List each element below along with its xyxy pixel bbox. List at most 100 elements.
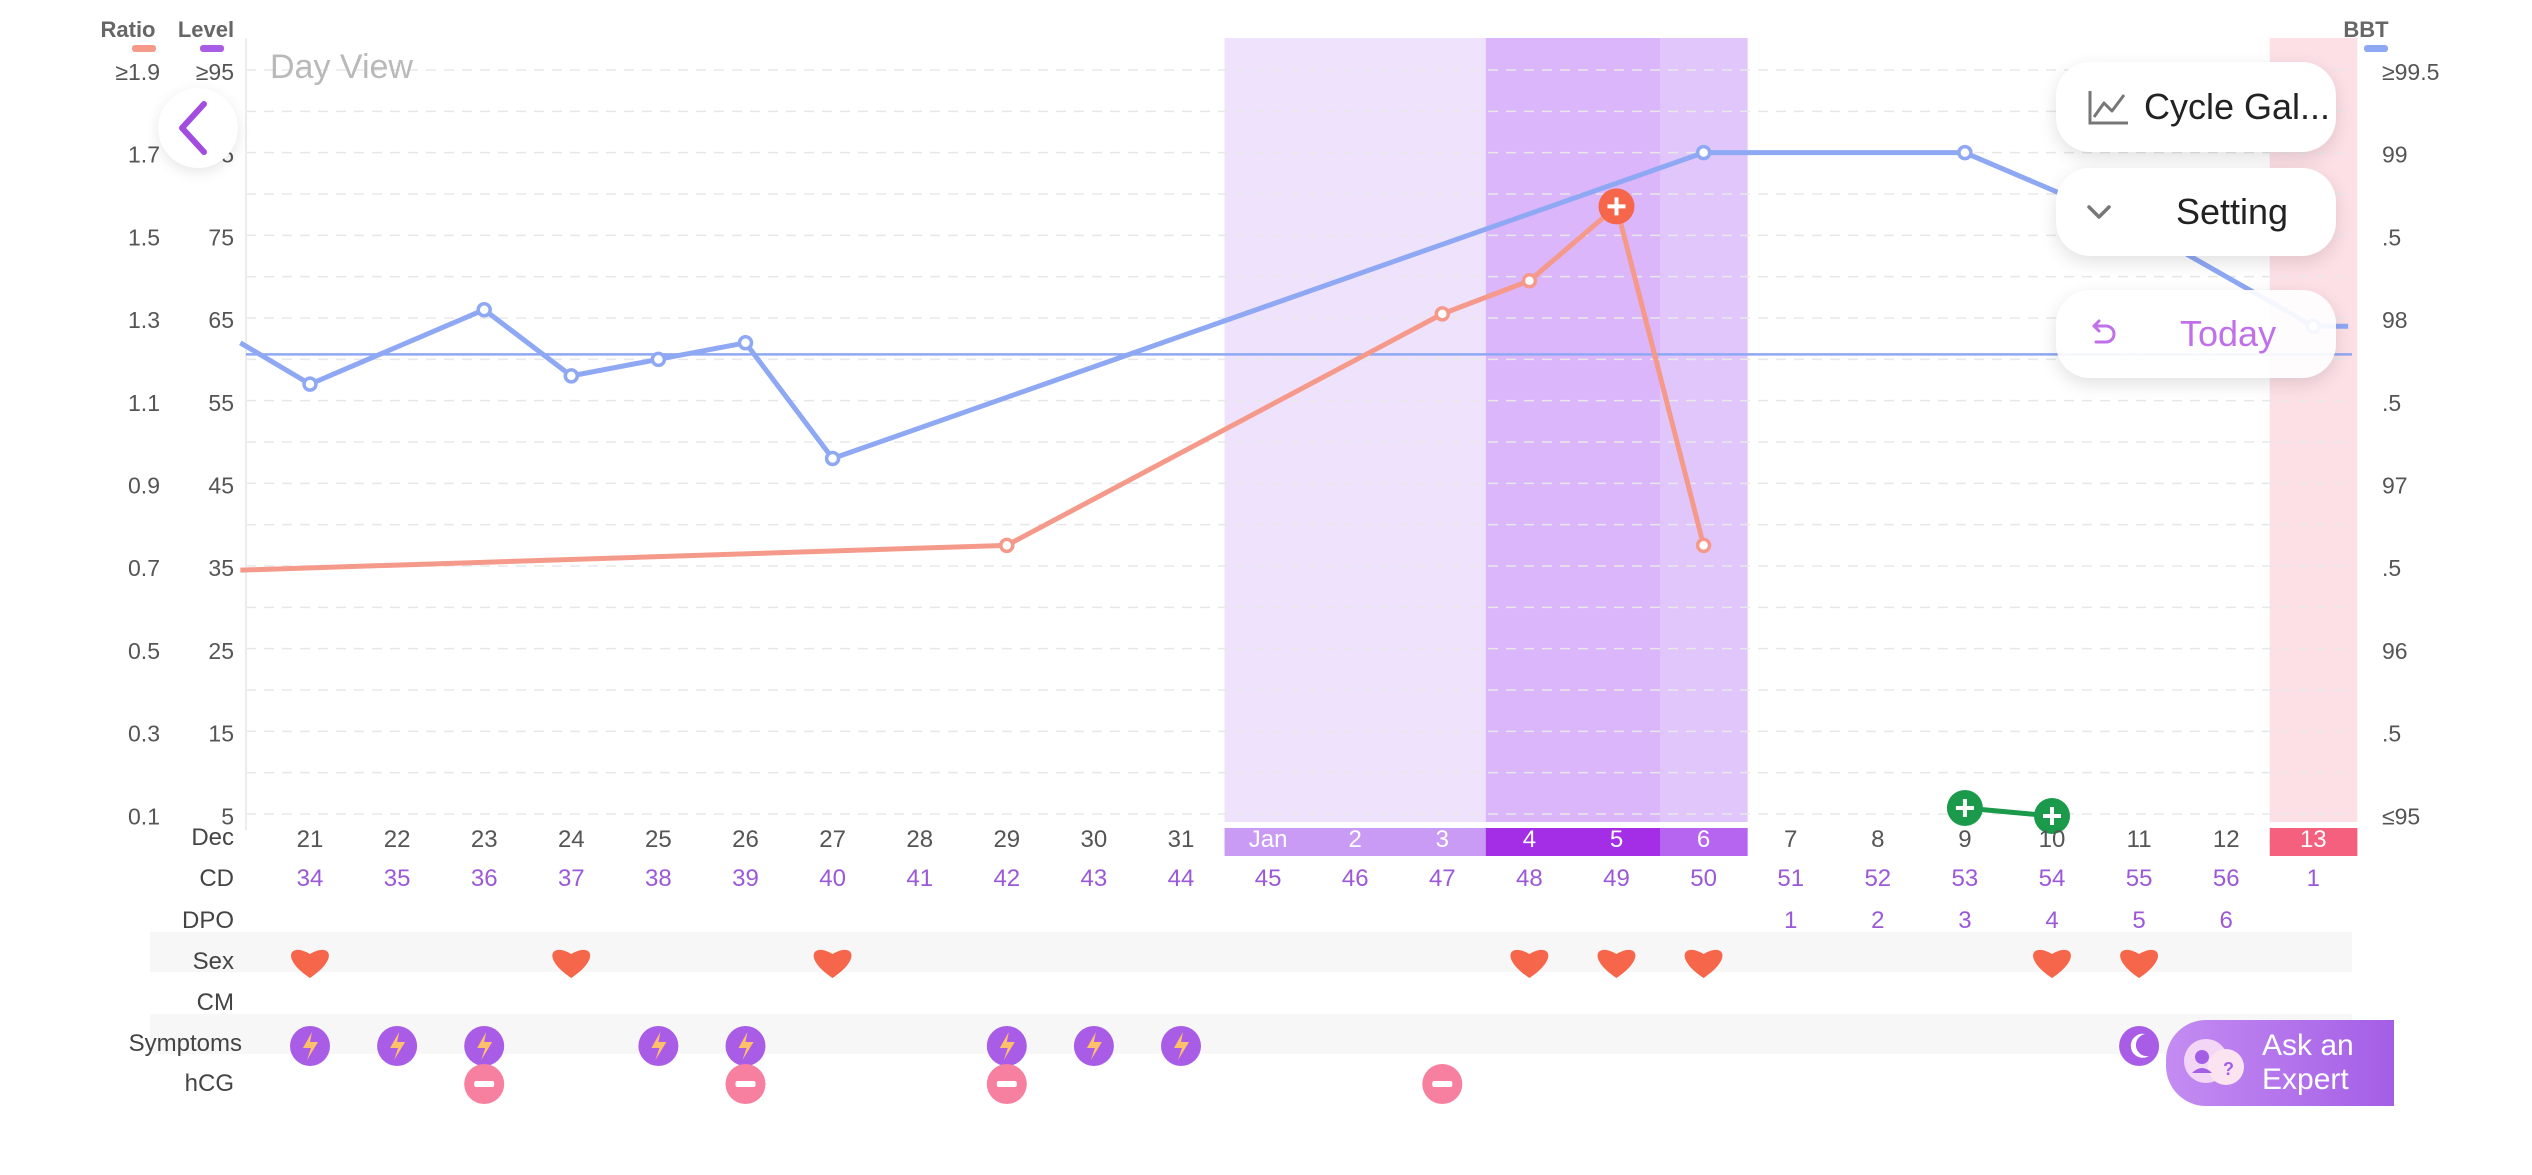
- cd-value: 38: [645, 865, 672, 892]
- ratio-tick: 1.3: [128, 307, 160, 333]
- lh-line: [240, 203, 1707, 573]
- setting-label: Setting: [2176, 191, 2289, 232]
- cd-value: 1: [2307, 865, 2320, 892]
- date-label: 11: [2127, 826, 2152, 853]
- cd-value: 51: [1777, 865, 1804, 892]
- cd-value: 34: [297, 865, 324, 892]
- ratio-tick: 0.3: [128, 721, 160, 747]
- bbt-tick: 97: [2382, 473, 2408, 499]
- date-pill-cap: [1224, 828, 1253, 856]
- back-button[interactable]: [158, 88, 238, 168]
- level-tick: 15: [208, 721, 234, 747]
- dpo-value: 5: [2132, 907, 2145, 934]
- bbt-tick: ≥99.5: [2382, 59, 2439, 85]
- fertility-bands: [1224, 38, 2358, 822]
- dpo-value: 3: [1958, 907, 1971, 934]
- bbt-legend-swatch: [2364, 45, 2388, 52]
- minus-icon: [1432, 1081, 1453, 1087]
- chevron-down-icon: [2087, 205, 2111, 219]
- date-label: 22: [384, 826, 411, 853]
- chart-grid: [245, 38, 2352, 830]
- dpo-row-label: DPO: [182, 907, 234, 934]
- date-label: 9: [1958, 826, 1971, 853]
- level-tick: 35: [208, 555, 234, 581]
- band-peak: [1485, 38, 1574, 822]
- ratio-tick: 0.1: [128, 803, 160, 829]
- date-label: 26: [732, 826, 759, 853]
- ratio-axis-label: Ratio: [101, 17, 156, 42]
- bolt-icon: [1086, 1032, 1102, 1060]
- minus-icon: [996, 1081, 1017, 1087]
- cd-value: 52: [1864, 865, 1891, 892]
- date-label: 28: [906, 826, 933, 853]
- bbt-tick: .5: [2382, 390, 2401, 416]
- minus-icon: [735, 1081, 756, 1087]
- dpo-value: 1: [1784, 907, 1797, 934]
- date-label: 4: [1523, 826, 1536, 853]
- ratio-tick: 1.7: [128, 142, 160, 168]
- date-label: 2: [1349, 826, 1362, 853]
- cd-value: 45: [1255, 865, 1282, 892]
- bolt-icon: [390, 1032, 406, 1060]
- date-pill-cap: [2269, 828, 2298, 856]
- ask-expert-button[interactable]: ? Ask an Expert: [2166, 1020, 2394, 1106]
- bbt-tick: 99: [2382, 142, 2408, 168]
- heart-icon: [552, 949, 591, 978]
- lh-point: [999, 537, 1015, 554]
- date-label: 25: [645, 826, 672, 853]
- date-pill-light: [1398, 828, 1487, 856]
- cd-value: 41: [906, 865, 933, 892]
- date-label: 29: [993, 826, 1020, 853]
- page-title: Day View: [270, 48, 413, 86]
- ratio-tick: 0.5: [128, 638, 160, 664]
- cycle-gallery-label: Cycle Gal...: [2144, 86, 2331, 127]
- level-tick: 55: [208, 390, 234, 416]
- row-stripe: [150, 932, 2352, 972]
- symptoms-row-label: Symptoms: [129, 1030, 242, 1057]
- bbt-point: [476, 301, 492, 318]
- bbt-tick: .5: [2382, 224, 2401, 250]
- date-label: 5: [1610, 826, 1623, 853]
- moon-icon: [2130, 1033, 2150, 1058]
- cd-value: 44: [1168, 865, 1195, 892]
- bbt-point: [302, 376, 318, 392]
- minus-icon: [474, 1081, 495, 1087]
- today-button[interactable]: Today: [2056, 290, 2336, 378]
- date-label: Jan: [1249, 826, 1288, 853]
- svg-text:?: ?: [2223, 1059, 2234, 1079]
- cd-value: 48: [1516, 865, 1543, 892]
- level-tick: 75: [208, 224, 234, 250]
- dpo-value: 4: [2045, 907, 2058, 934]
- expert-chat-icon: ?: [2184, 1039, 2244, 1085]
- row-stripe: [150, 1014, 2352, 1054]
- heart-icon: [813, 949, 852, 978]
- date-pill-peak: [1572, 828, 1661, 856]
- lh-point: [1695, 537, 1712, 554]
- hcg-row-label: hCG: [185, 1070, 234, 1097]
- cd-value: 42: [993, 865, 1020, 892]
- row-labels: Dec CD DPO Sex CM Symptoms hCG: [129, 824, 242, 1097]
- date-label: 30: [1081, 826, 1108, 853]
- date-label: 6: [1697, 826, 1710, 853]
- cycle-gallery-button[interactable]: Cycle Gal...: [2056, 62, 2336, 152]
- bolt-icon: [477, 1032, 493, 1060]
- sex-row-label: Sex: [193, 948, 234, 975]
- band-light: [1224, 38, 1313, 822]
- cd-value: 36: [471, 865, 498, 892]
- chevron-left-icon: [179, 101, 207, 155]
- setting-button[interactable]: Setting: [2056, 168, 2336, 256]
- line-chart-icon: [2088, 91, 2128, 125]
- bbt-tick: 96: [2382, 638, 2408, 664]
- bolt-icon: [303, 1032, 318, 1060]
- date-label: 8: [1871, 826, 1884, 853]
- cd-value: 43: [1081, 865, 1108, 892]
- level-legend-swatch: [200, 45, 224, 52]
- date-label: 3: [1436, 826, 1449, 853]
- bbt-tick: ≤95: [2382, 803, 2420, 829]
- level-tick: 45: [208, 473, 234, 499]
- cd-value: 37: [558, 865, 585, 892]
- heart-icon: [2120, 949, 2159, 978]
- ratio-tick: 0.7: [128, 555, 160, 581]
